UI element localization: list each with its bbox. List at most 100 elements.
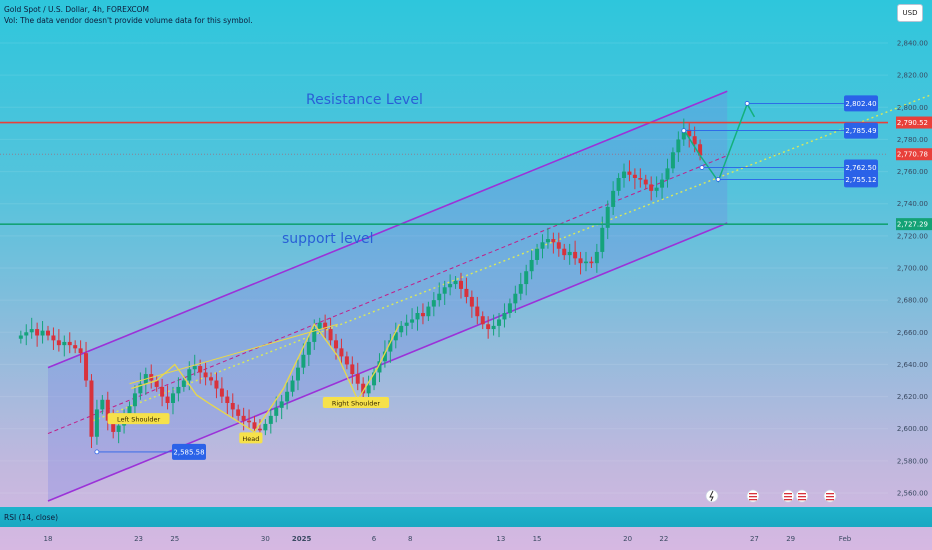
candle-bull: [388, 340, 393, 352]
candle-bear: [480, 316, 485, 325]
candle-bull: [524, 271, 529, 285]
candle-bull: [127, 406, 132, 420]
x-tick-label: Feb: [839, 535, 852, 543]
tag-anchor-dot: [681, 128, 687, 134]
flag-stripe: [826, 499, 834, 501]
candle-bear: [334, 340, 339, 349]
candle-bear: [649, 184, 654, 191]
candle-bear: [578, 258, 583, 264]
value-tag-label: 2,762.50: [845, 164, 876, 172]
value-tag-box: [172, 443, 206, 460]
candle-bull: [426, 306, 431, 317]
candle-bear: [687, 129, 692, 137]
pattern-label: Left Shoulder: [117, 416, 161, 424]
candle-bull: [317, 322, 322, 330]
candle-bear: [160, 386, 165, 397]
axis-price-tag: [896, 218, 932, 231]
pattern-label-bg: [239, 432, 263, 444]
candle-bull: [393, 332, 398, 341]
candle-bull: [616, 178, 621, 191]
candle-bear: [165, 396, 170, 403]
axis-price-tag-label: 2,727.29: [897, 221, 928, 229]
head-shoulders-path: [131, 322, 400, 433]
candle-bull: [372, 372, 377, 386]
candle-bull: [681, 129, 686, 140]
overlay-layer: Left Shoulder Head Right Shoulder 2,802.40 2…: [94, 92, 878, 503]
candle-bull: [497, 319, 502, 326]
axis-price-tag-label: 2,790.52: [897, 119, 928, 127]
candle-bear: [214, 380, 219, 389]
candle-bull: [312, 329, 317, 342]
currency-button[interactable]: USD: [897, 4, 923, 22]
candle-bull: [513, 293, 518, 304]
candle-bull: [285, 391, 290, 402]
x-tick-label: 30: [261, 535, 270, 543]
x-tick-label: 15: [533, 535, 542, 543]
candle-bear: [209, 377, 214, 381]
symbol-title[interactable]: Gold Spot / U.S. Dollar, 4h, FOREXCOM: [4, 5, 150, 14]
candle-bear: [551, 239, 556, 243]
flag-stripe: [798, 493, 806, 495]
y-tick-label: 2,840.00: [897, 40, 928, 48]
candle-bull: [545, 239, 550, 243]
flag-stripe: [784, 496, 792, 498]
tag-anchor-dot: [715, 177, 721, 182]
candle-bull: [670, 152, 675, 169]
candle-bull: [176, 386, 181, 394]
axis-layer: 2,840.00 2,820.00 2,800.00 2,780.00 2,760.00…: [44, 40, 932, 543]
candle-bear: [198, 366, 203, 373]
y-tick-label: 2,820.00: [897, 72, 928, 80]
candle-bull: [535, 248, 540, 260]
x-tick-label: 23: [134, 535, 143, 543]
channel-lower-line: [47, 222, 728, 502]
rsi-label: RSI (14, close): [4, 513, 59, 522]
candle-bull: [453, 280, 458, 285]
candle-bear: [236, 409, 241, 416]
candle-bear: [241, 415, 246, 421]
axis-price-tag: [896, 148, 932, 161]
candle-bear: [339, 348, 344, 357]
flag-stripe: [798, 499, 806, 501]
flag-stripe: [798, 496, 806, 498]
channel-fill: [48, 91, 728, 502]
y-tick-label: 2,600.00: [897, 425, 928, 433]
candle-bear: [328, 329, 333, 341]
candle-bear: [323, 322, 328, 330]
candle-bull: [529, 259, 534, 272]
y-tick-label: 2,660.00: [897, 329, 928, 337]
candle-bear: [219, 388, 224, 397]
candle-bear: [464, 288, 469, 297]
candle-bear: [573, 251, 578, 259]
candle-bear: [247, 420, 252, 423]
flag-stripe: [784, 493, 792, 495]
grid-layer: [0, 42, 888, 494]
candle-bear: [475, 306, 480, 317]
candle-bear: [469, 296, 474, 307]
tag-anchor-dot: [744, 101, 750, 106]
annotation-resistance: Resistance Level: [306, 92, 423, 108]
candle-bull: [18, 335, 23, 339]
x-tick-label: 29: [786, 535, 795, 543]
candle-bear: [562, 248, 567, 256]
candle-bear: [556, 242, 561, 249]
candle-bull: [132, 393, 137, 407]
value-tag-label: 2,785.49: [845, 127, 876, 135]
rsi-pane[interactable]: [0, 507, 932, 527]
candle-bull: [583, 261, 588, 264]
candle-bull: [100, 399, 105, 410]
x-tick-label: 20: [623, 535, 632, 543]
y-tick-label: 2,560.00: [897, 490, 928, 498]
candle-bull: [295, 367, 300, 381]
candle-bear: [225, 396, 230, 403]
candle-bull: [622, 171, 627, 178]
candle-bull: [301, 354, 306, 368]
y-tick-label: 2,620.00: [897, 393, 928, 401]
flag-stripe: [784, 499, 792, 501]
candle-bear: [361, 383, 366, 394]
candle-bull: [410, 319, 415, 323]
candle-bull: [415, 313, 420, 320]
candle-bear: [458, 280, 463, 289]
candle-bear: [67, 341, 72, 346]
candle-bear: [344, 356, 349, 365]
